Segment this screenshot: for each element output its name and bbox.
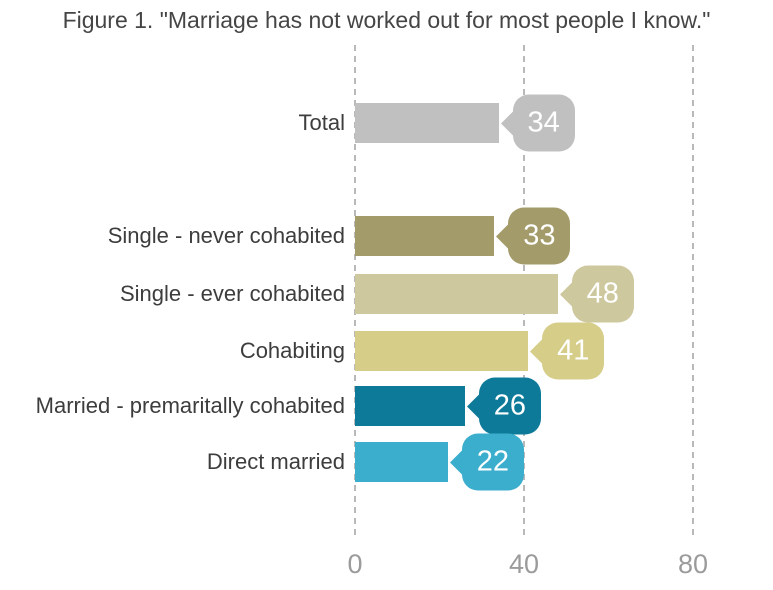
x-tick-80: 80	[677, 549, 709, 579]
category-label: Single - ever cohabited	[119, 281, 345, 306]
value-label: 33	[523, 219, 556, 252]
x-tick-40: 40	[508, 549, 540, 579]
x-tick-0: 0	[347, 549, 363, 579]
category-label: Married - premaritally cohabited	[35, 393, 345, 418]
category-label: Single - never cohabited	[107, 223, 345, 248]
value-label: 34	[527, 106, 560, 139]
bar	[355, 331, 529, 371]
bar	[355, 442, 448, 482]
value-bubble: 33	[508, 207, 571, 265]
value-bubble: 26	[478, 377, 541, 435]
chart-title: Figure 1. "Marriage has not worked out f…	[62, 7, 711, 33]
bar	[355, 216, 495, 256]
bar	[355, 386, 465, 426]
category-label: Cohabiting	[239, 338, 345, 363]
value-label: 22	[476, 445, 510, 478]
value-bubble: 34	[512, 94, 575, 152]
value-bubble: 41	[542, 322, 605, 380]
value-label: 48	[586, 277, 619, 310]
category-label: Total	[298, 110, 345, 135]
value-label: 26	[493, 389, 526, 422]
category-label: Direct married	[206, 449, 345, 474]
bar	[355, 103, 499, 143]
value-label: 41	[557, 334, 590, 367]
bar	[355, 274, 558, 314]
value-bubble: 48	[571, 265, 634, 323]
value-bubble: 22	[461, 433, 524, 491]
gridline-80	[692, 45, 694, 540]
